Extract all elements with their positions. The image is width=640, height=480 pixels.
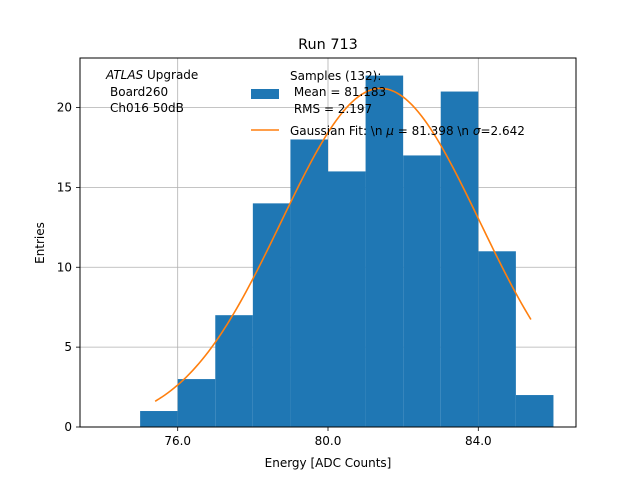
legend-fit-mu-text: = 81.398 \n (394, 124, 473, 138)
histogram-bar (252, 203, 291, 427)
legend-fit-sigma-symbol: σ (473, 124, 481, 138)
x-tick-label: 76.0 (164, 434, 191, 448)
y-tick-label: 5 (64, 340, 72, 354)
legend: Samples (132): Mean = 81.183 RMS = 2.197… (251, 69, 525, 138)
histogram-bar (403, 155, 441, 427)
atlas-label: ATLAS Upgrade (105, 68, 198, 82)
legend-hist-line1: Samples (132): (290, 69, 381, 83)
histogram-bar (328, 171, 366, 427)
y-tick-label: 10 (57, 260, 72, 274)
histogram-bar (515, 395, 554, 427)
x-axis-ticks: 76.0 80.0 84.0 (164, 427, 492, 448)
x-axis-label: Energy [ADC Counts] (265, 456, 392, 470)
histogram-bar (140, 411, 178, 427)
histogram-bars (140, 75, 554, 428)
y-tick-label: 20 (57, 101, 72, 115)
histogram-bar (440, 91, 479, 427)
y-axis-ticks: 0 5 10 15 20 (57, 101, 80, 434)
y-axis-label: Entries (33, 222, 47, 264)
gaussian-fit (154, 87, 532, 402)
atlas-annotation: ATLAS Upgrade Board260 Ch016 50dB (105, 68, 198, 115)
legend-hist-line2: Mean = 81.183 (290, 85, 386, 99)
channel-label: Ch016 50dB (110, 101, 184, 115)
histogram-bar (365, 75, 404, 428)
y-tick-label: 0 (64, 420, 72, 434)
legend-fit-label: Gaussian Fit: \n μ = 81.398 \n σ=2.642 (290, 124, 525, 138)
x-tick-label: 80.0 (315, 434, 342, 448)
atlas-experiment: ATLAS (105, 68, 144, 82)
legend-fit-prefix: Gaussian Fit: \n (290, 124, 386, 138)
atlas-experiment-suffix: Upgrade (143, 68, 198, 82)
chart-title: Run 713 (298, 37, 358, 53)
legend-fit-sigma-text: =2.642 (480, 124, 524, 138)
legend-hist-swatch (251, 89, 279, 99)
board-label: Board260 (110, 85, 168, 99)
x-tick-label: 84.0 (465, 434, 492, 448)
histogram-bar (177, 379, 216, 427)
histogram-bar (290, 139, 328, 427)
histogram-bar (215, 315, 253, 427)
histogram-bar (478, 251, 516, 427)
legend-fit-mu-symbol: μ (385, 124, 394, 138)
gaussian-fit-line (154, 87, 532, 402)
legend-hist-line3: RMS = 2.197 (290, 102, 372, 116)
y-tick-label: 15 (57, 180, 72, 194)
